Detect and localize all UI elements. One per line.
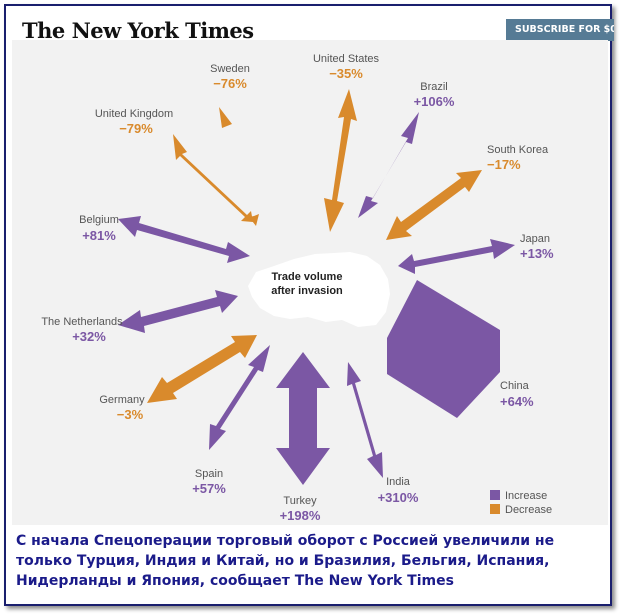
country-label-china: China <box>500 380 530 392</box>
country-label-united-states: United States <box>313 53 380 65</box>
legend-increase-label: Increase <box>505 490 547 502</box>
change-label-united-states: −35% <box>329 66 363 81</box>
country-label-india: India <box>386 476 411 488</box>
arrow-spain <box>209 345 270 450</box>
subscribe-button[interactable]: SUBSCRIBE FOR $0.50 <box>506 19 614 41</box>
arrow-united-states <box>324 89 357 232</box>
trade-arrows-svg: Trade volume after invasion United State… <box>41 53 554 523</box>
legend-increase-swatch <box>490 490 500 500</box>
change-label-south-korea: −17% <box>487 157 521 172</box>
country-label-turkey: Turkey <box>283 495 317 507</box>
legend-decrease-label: Decrease <box>505 504 552 516</box>
arrow-japan <box>398 239 515 274</box>
country-label-germany: Germany <box>99 394 145 406</box>
russian-caption: С начала Спецоперации торговый оборот с … <box>16 533 555 589</box>
arrow-sweden <box>219 107 259 226</box>
country-label-belgium: Belgium <box>79 214 119 226</box>
change-label-sweden: −76% <box>213 76 247 91</box>
arrow-the-netherlands <box>118 290 238 333</box>
trade-infographic: Trade volume after invasion United State… <box>12 40 608 525</box>
arrow-india <box>347 362 383 478</box>
country-label-spain: Spain <box>195 468 223 480</box>
arrow-china <box>387 280 500 418</box>
country-label-brazil: Brazil <box>420 81 448 93</box>
change-label-belgium: +81% <box>82 228 116 243</box>
change-label-india: +310% <box>378 490 419 505</box>
country-label-united-kingdom: United Kingdom <box>95 108 173 120</box>
change-label-brazil: +106% <box>414 94 455 109</box>
change-label-spain: +57% <box>192 481 226 496</box>
country-label-japan: Japan <box>520 233 550 245</box>
legend-decrease-swatch <box>490 504 500 514</box>
change-label-china: +64% <box>500 394 534 409</box>
change-label-japan: +13% <box>520 246 554 261</box>
nyt-logo[interactable]: The New York Times <box>22 18 254 43</box>
change-label-germany: −3% <box>117 407 144 422</box>
change-label-united-kingdom: −79% <box>119 121 153 136</box>
center-label-line2: after invasion <box>271 285 343 297</box>
nyt-header: The New York Times SUBSCRIBE FOR $0.50 <box>6 6 614 43</box>
country-label-sweden: Sweden <box>210 63 250 75</box>
arrow-brazil <box>358 112 419 218</box>
arrow-south-korea <box>386 170 482 240</box>
change-label-turkey: +198% <box>280 508 321 523</box>
arrow-germany <box>147 335 257 403</box>
change-label-the-netherlands: +32% <box>72 329 106 344</box>
center-label-line1: Trade volume <box>272 271 343 283</box>
arrow-belgium <box>118 216 250 263</box>
russia-map <box>248 252 390 327</box>
country-label-the-netherlands: The Netherlands <box>41 316 123 328</box>
arrow-united-kingdom <box>173 134 253 222</box>
arrow-turkey <box>276 352 330 485</box>
country-label-south-korea: South Korea <box>487 144 549 156</box>
